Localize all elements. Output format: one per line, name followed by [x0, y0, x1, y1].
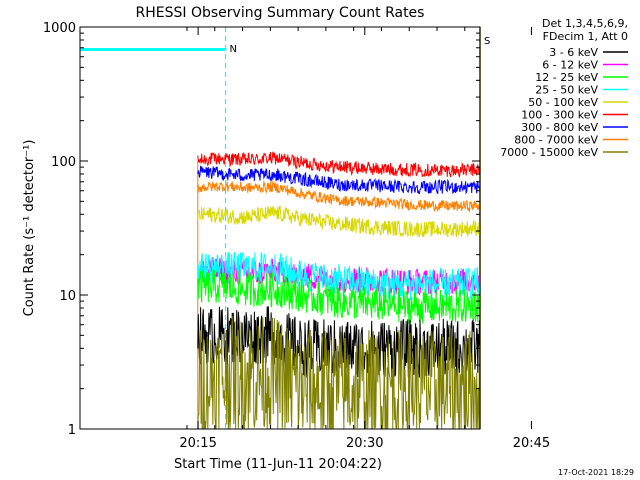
legend-label-3: 25 - 50 keV: [535, 84, 598, 97]
legend-label-7: 800 - 7000 keV: [514, 134, 598, 147]
legend-label-0: 3 - 6 keV: [549, 46, 598, 59]
y-tick-label-1: 10: [59, 289, 76, 304]
series-line-8: [197, 315, 481, 429]
y-tick-label-3: 1000: [43, 21, 76, 36]
legend: Det 1,3,4,5,6,9, FDecim 1, Att 0 3 - 6 k…: [500, 17, 628, 159]
legend-label-6: 300 - 800 keV: [521, 121, 598, 134]
legend-label-2: 12 - 25 keV: [535, 71, 598, 84]
x-tick-label-0: 20:15: [179, 436, 216, 451]
span-annotation-0: N: [230, 44, 237, 55]
legend-header-line-2: FDecim 1, Att 0: [543, 30, 628, 43]
legend-label-4: 50 - 100 keV: [528, 96, 598, 109]
y-tick-label-0: 1: [68, 423, 76, 438]
legend-label-8: 7000 - 15000 keV: [500, 146, 598, 159]
x-tick-label-1: 20:30: [346, 436, 383, 451]
legend-label-5: 100 - 300 keV: [521, 109, 598, 122]
x-axis-label: Start Time (11-Jun-11 20:04:22): [174, 457, 382, 472]
chart-title: RHESSI Observing Summary Count Rates: [136, 5, 425, 21]
x-tick-label-2: 20:45: [513, 436, 550, 451]
plot-frame: [79, 26, 481, 430]
y-tick-label-2: 100: [51, 155, 76, 170]
span-annotation-1: S: [484, 36, 490, 47]
legend-header-line-1: Det 1,3,4,5,6,9,: [542, 17, 628, 30]
y-axis-label: Count Rate (s⁻¹ detector⁻¹): [22, 140, 37, 317]
data-layer: NS: [80, 27, 490, 429]
legend-label-1: 6 - 12 keV: [542, 59, 598, 72]
generated-timestamp: 17-Oct-2021 18:29: [558, 468, 634, 477]
